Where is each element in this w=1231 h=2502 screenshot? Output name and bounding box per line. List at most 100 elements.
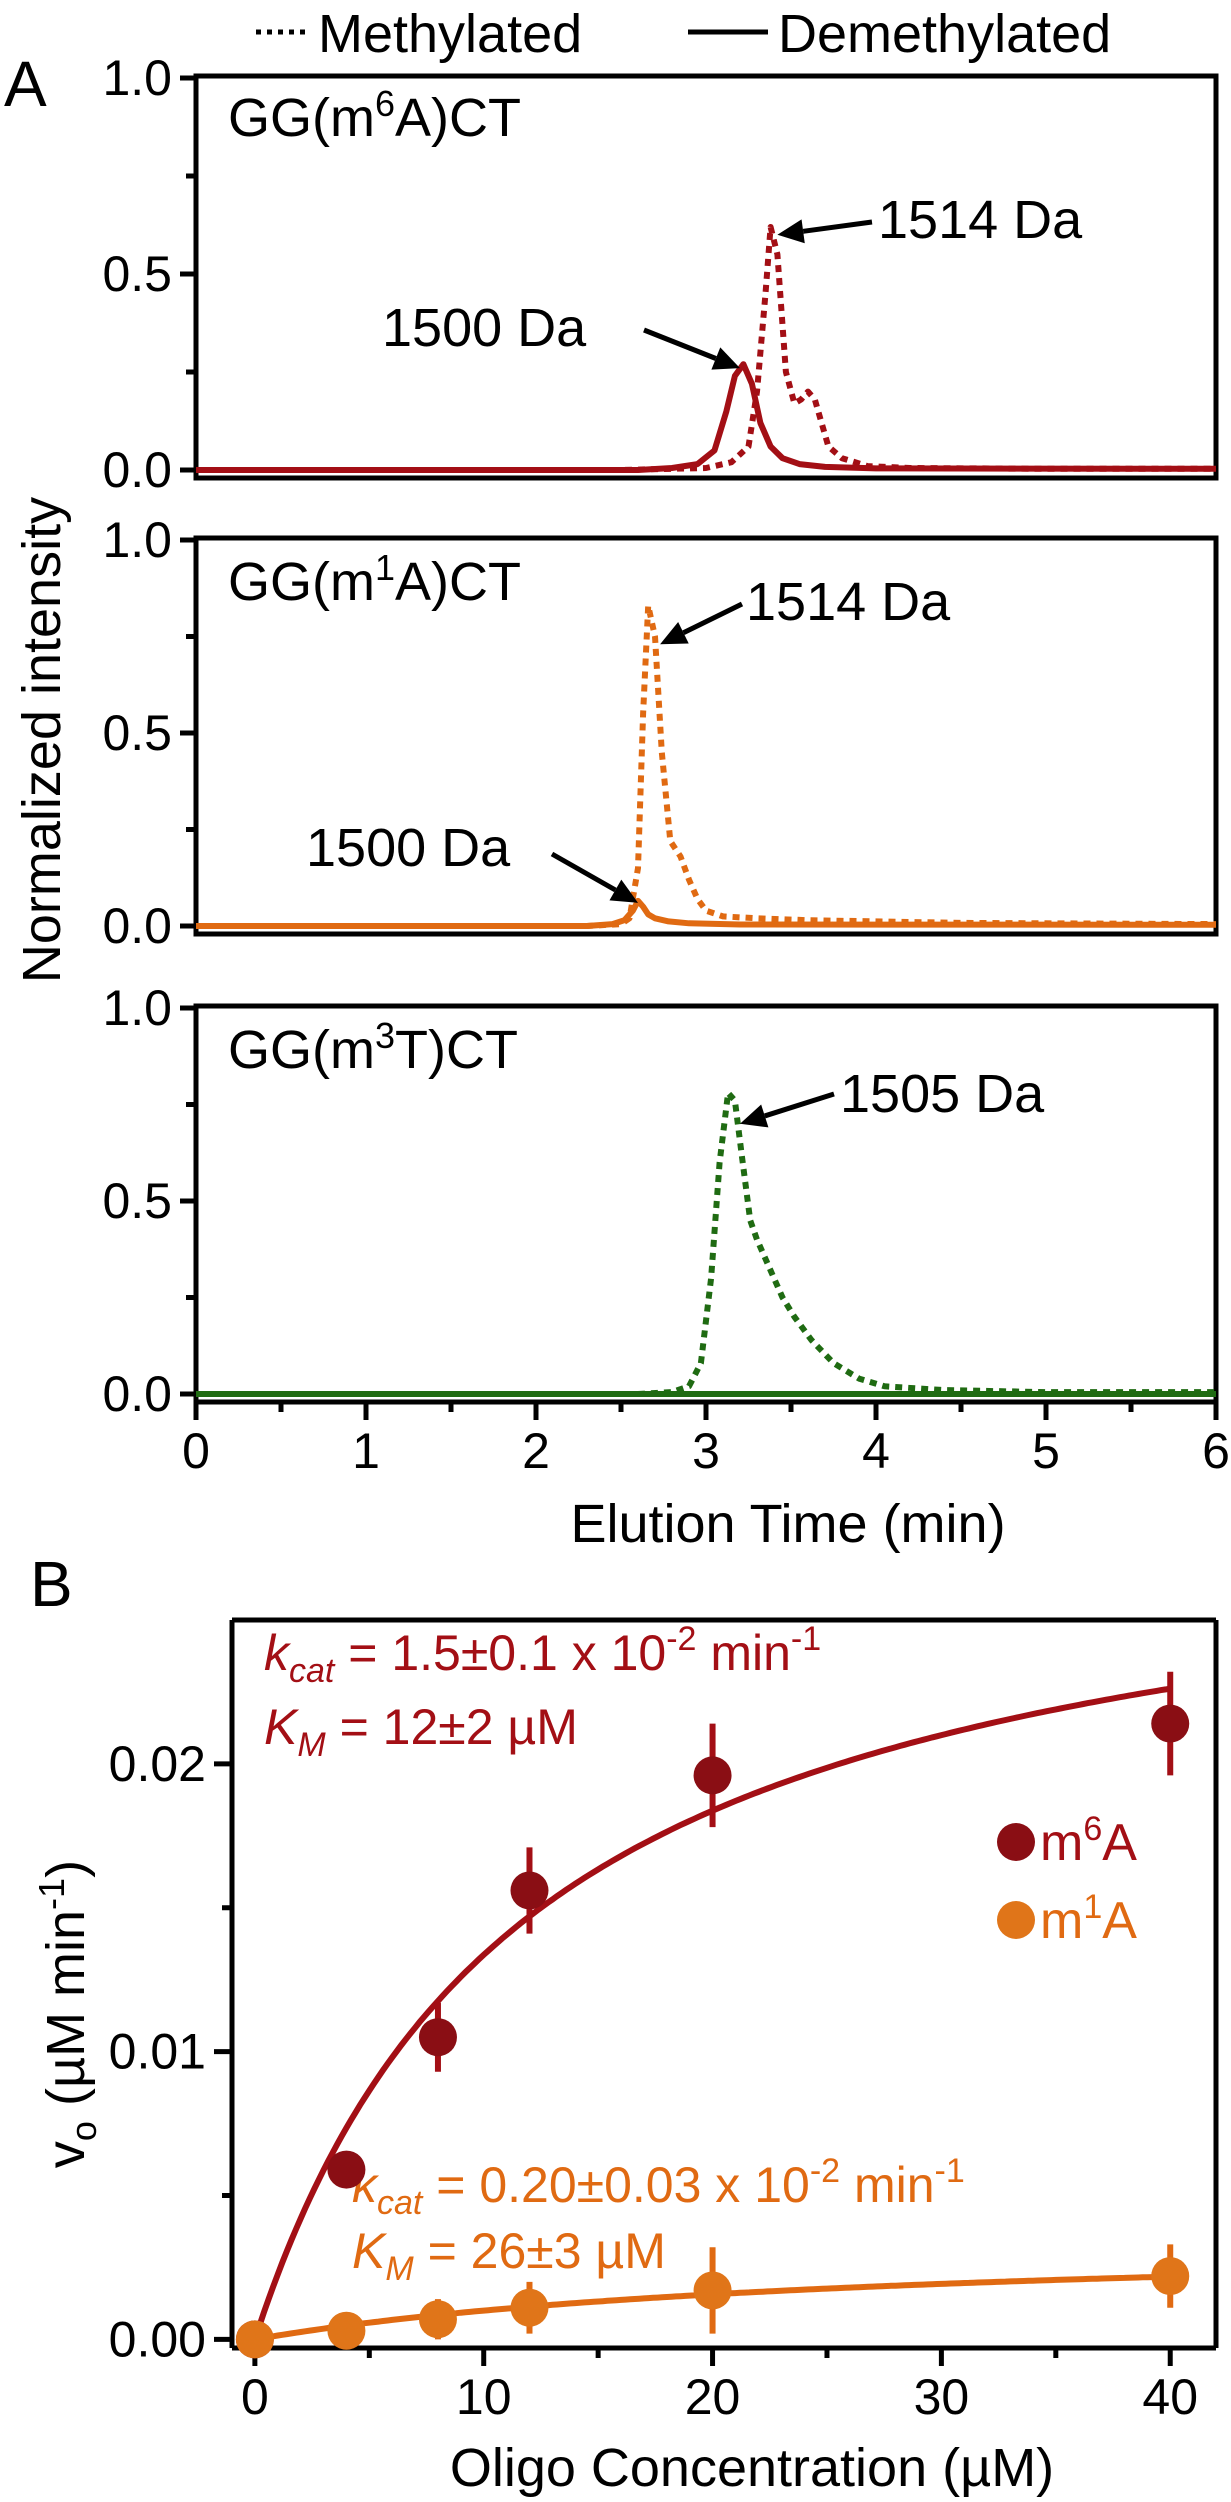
legend-m1a-label: m1A: [1040, 1888, 1137, 1950]
data-point-m1a-3: [510, 2288, 549, 2327]
param-m1a-km-sym: K: [352, 2223, 388, 2279]
series-m3t-methylated: [196, 1089, 1216, 1397]
series-m1a-demethylated: [196, 897, 1217, 929]
data-point-m6a-1: [327, 2150, 366, 2189]
annotation-arrow-m3t-0-shaft: [764, 1091, 835, 1119]
b-x-tick-label-4: 40: [1142, 2369, 1198, 2425]
param-m6a-kcat-sym: k: [264, 1625, 292, 1681]
subplot-m6a: GG(m6A)CT 1514 Da 1500 Da 0.0 0.5 1.0: [102, 50, 1219, 498]
legend-m6a-sup: 6: [1083, 1810, 1102, 1848]
y-tick-label-m6a-1: 0.5: [102, 246, 172, 302]
param-m6a-kcat-text: = 1.5±0.1 x 10: [334, 1625, 666, 1681]
annotation-1500-m1a: 1500 Da: [306, 818, 511, 878]
legend-m6a-suffix: A: [1102, 1814, 1137, 1872]
param-m1a-kcat-exp: -2: [810, 2152, 840, 2190]
b-x-tick-label-0: 0: [241, 2369, 269, 2425]
data-point-m6a-3: [510, 1871, 549, 1910]
sample-label-m3t-sup: 3: [375, 1015, 395, 1056]
legend-demethylated-label: Demethylated: [778, 4, 1111, 64]
data-point-m1a-2: [418, 2300, 457, 2339]
subplot-m1a: GG(m1A)CT 1514 Da 1500 Da 0.0 0.5 1.0: [102, 512, 1219, 954]
sample-label-m3t-prefix: GG(m: [228, 1020, 375, 1080]
param-m1a-km: KM = 26±3 µM: [352, 2223, 666, 2288]
x-tick-label-5: 5: [1032, 1423, 1060, 1479]
panel-label-b: B: [30, 1548, 73, 1620]
y-tick-label-m6a-2: 1.0: [102, 50, 172, 106]
annotation-arrow-m6a-0-shaft: [802, 219, 873, 234]
y-tick-label-m1a-2: 1.0: [102, 512, 172, 568]
annotation-1500-m6a: 1500 Da: [382, 298, 587, 358]
panel-b: kcat = 1.5±0.1 x 10-2 min-1 KM = 12±2 µM…: [31, 1617, 1219, 2498]
param-m6a-kcat-unit-exp: -1: [791, 1620, 821, 1658]
series-m6a-demethylated: [196, 361, 1217, 473]
param-m6a-km: KM = 12±2 µM: [264, 1699, 578, 1764]
x-tick-label-3: 3: [692, 1423, 720, 1479]
data-point-m1a-1: [327, 2311, 366, 2350]
annotation-1505-m3t: 1505 Da: [840, 1064, 1045, 1124]
param-m6a-km-sym: K: [264, 1699, 300, 1755]
panel-b-y-axis-sup: -1: [31, 1878, 72, 1910]
panel-a-y-axis-title: Normalized intensity: [12, 497, 72, 983]
b-y-tick-label-2: 0.02: [109, 1736, 206, 1792]
y-tick-label-m6a-0: 0.0: [102, 442, 172, 498]
annotation-arrow-m3t-0-head: [740, 1104, 769, 1128]
sample-label-m6a-sup: 6: [375, 83, 395, 124]
x-tick-label-4: 4: [862, 1423, 890, 1479]
legend-methylated-label: Methylated: [318, 4, 582, 64]
annotation-arrow-m6a-0-head: [777, 219, 805, 244]
panel-label-a: A: [4, 48, 47, 120]
annotation-arrow-m1a-0-shaft: [682, 601, 744, 636]
x-tick-label-0: 0: [182, 1423, 210, 1479]
sample-label-m3t-suffix: T)CT: [395, 1020, 518, 1080]
param-m1a-km-sub: M: [385, 2250, 414, 2288]
legend-m6a-label: m6A: [1040, 1810, 1137, 1872]
legend-m1a-sup: 1: [1083, 1888, 1102, 1926]
b-y-tick-label-1: 0.01: [109, 2024, 206, 2080]
data-point-m6a-4: [693, 1756, 732, 1795]
b-x-tick-label-2: 20: [685, 2369, 741, 2425]
sample-label-m1a-sup: 1: [375, 547, 395, 588]
y-tick-label-m3t-2: 1.0: [102, 980, 172, 1036]
x-tick-label-6: 6: [1202, 1423, 1230, 1479]
b-x-tick-label-3: 30: [914, 2369, 970, 2425]
y-tick-label-m1a-0: 0.0: [102, 898, 172, 954]
y-tick-label-m1a-1: 0.5: [102, 705, 172, 761]
panel-b-y-axis-v: v: [36, 2141, 96, 2168]
param-m1a-kcat: kcat = 0.20±0.03 x 10-2 min-1: [352, 2152, 965, 2222]
legend-m1a-suffix: A: [1102, 1892, 1137, 1950]
series-m6a-methylated: [196, 224, 1216, 473]
subplot-m3t: GG(m3T)CT 1505 Da 0.0 0.5 1.0: [102, 980, 1219, 1422]
sample-label-m1a-suffix: A)CT: [395, 552, 521, 612]
legend-m1a-marker: [997, 1901, 1035, 1939]
data-point-m6a-5: [1151, 1704, 1190, 1743]
param-m6a-kcat: kcat = 1.5±0.1 x 10-2 min-1: [264, 1620, 821, 1690]
param-m1a-kcat-unit: min: [840, 2157, 934, 2213]
data-point-m6a-2: [418, 2018, 457, 2057]
annotation-arrow-m1a-1-shaft: [550, 851, 617, 893]
sample-label-m6a: GG(m6A)CT: [228, 83, 521, 148]
data-point-m1a-5: [1151, 2257, 1190, 2296]
legend-panel-a: Methylated Demethylated: [256, 4, 1111, 64]
param-m1a-kcat-text: = 0.20±0.03 x 10: [422, 2157, 809, 2213]
sample-label-m3t: GG(m3T)CT: [228, 1015, 518, 1080]
param-m1a-kcat-sub: cat: [377, 2184, 424, 2222]
annotation-arrow-m6a-1-head: [711, 347, 740, 370]
panel-b-y-axis-rest: (µM min: [36, 1910, 96, 2121]
data-point-m1a-4: [693, 2271, 732, 2310]
panel-b-x-axis-title: Oligo Concentration (µM): [450, 2438, 1054, 2498]
param-m6a-kcat-sub: cat: [289, 1652, 336, 1690]
legend-m6a-marker: [997, 1823, 1035, 1861]
panel-b-y-axis-title: vo (µM min-1): [31, 1860, 104, 2168]
panel-b-y-axis-sub: o: [63, 2121, 104, 2141]
param-m6a-kcat-exp: -2: [666, 1620, 696, 1658]
panel-b-y-axis-close: ): [36, 1860, 96, 1878]
b-x-tick-label-1: 10: [456, 2369, 512, 2425]
sample-label-m6a-suffix: A)CT: [395, 88, 521, 148]
b-y-tick-label-0: 0.00: [109, 2311, 206, 2367]
sample-label-m1a: GG(m1A)CT: [228, 547, 521, 612]
legend-m6a-prefix: m: [1040, 1814, 1083, 1872]
annotation-1514-m1a: 1514 Da: [746, 572, 951, 632]
param-m1a-kcat-unit-exp: -1: [935, 2152, 965, 2190]
annotation-1514-m6a: 1514 Da: [878, 190, 1083, 250]
